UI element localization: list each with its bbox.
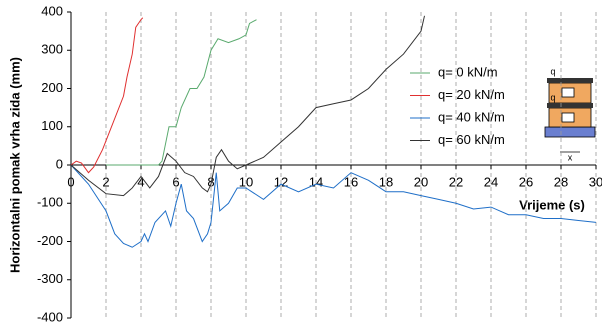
y-tick-label: -300 — [37, 271, 63, 286]
series-line — [106, 19, 257, 166]
inset-label: x — [568, 152, 573, 162]
x-tick-label: 16 — [344, 174, 358, 189]
x-tick-label: 22 — [449, 174, 463, 189]
series-line — [70, 17, 144, 174]
inset-diagram — [544, 78, 596, 153]
y-tick-label: 400 — [41, 3, 63, 18]
legend-label: q= 20 kN/m — [438, 87, 505, 102]
x-tick-label: 12 — [274, 174, 288, 189]
y-tick-label: 200 — [41, 80, 63, 95]
y-tick-label: -200 — [37, 233, 63, 248]
x-tick-label: 28 — [554, 174, 568, 189]
series-line — [70, 164, 597, 248]
x-tick-label: 24 — [484, 174, 498, 189]
series-line — [70, 15, 425, 197]
y-tick-label: -400 — [37, 309, 63, 324]
inset-label: q — [550, 92, 555, 102]
x-tick-label: 4 — [137, 174, 144, 189]
y-tick-label: 300 — [41, 42, 63, 57]
y-axis-label: Horizontalni pomak vrha zida (mm) — [7, 57, 22, 273]
legend-label: q= 0 kN/m — [438, 64, 498, 79]
inset-label: q — [550, 66, 555, 76]
y-tick-label: -100 — [37, 195, 63, 210]
x-tick-label: 14 — [309, 174, 323, 189]
x-tick-label: 26 — [519, 174, 533, 189]
legend-label: q= 40 kN/m — [438, 109, 505, 124]
x-tick-label: 2 — [102, 174, 109, 189]
x-tick-label: 30 — [589, 174, 602, 189]
y-tick-label: 0 — [56, 156, 63, 171]
x-tick-label: 10 — [239, 174, 253, 189]
y-tick-label: 100 — [41, 118, 63, 133]
x-tick-label: 20 — [414, 174, 428, 189]
x-axis-label: Vrijeme (s) — [519, 197, 585, 212]
legend-label: q= 60 kN/m — [438, 132, 505, 147]
x-tick-label: 18 — [379, 174, 393, 189]
x-tick-label: 6 — [172, 174, 179, 189]
